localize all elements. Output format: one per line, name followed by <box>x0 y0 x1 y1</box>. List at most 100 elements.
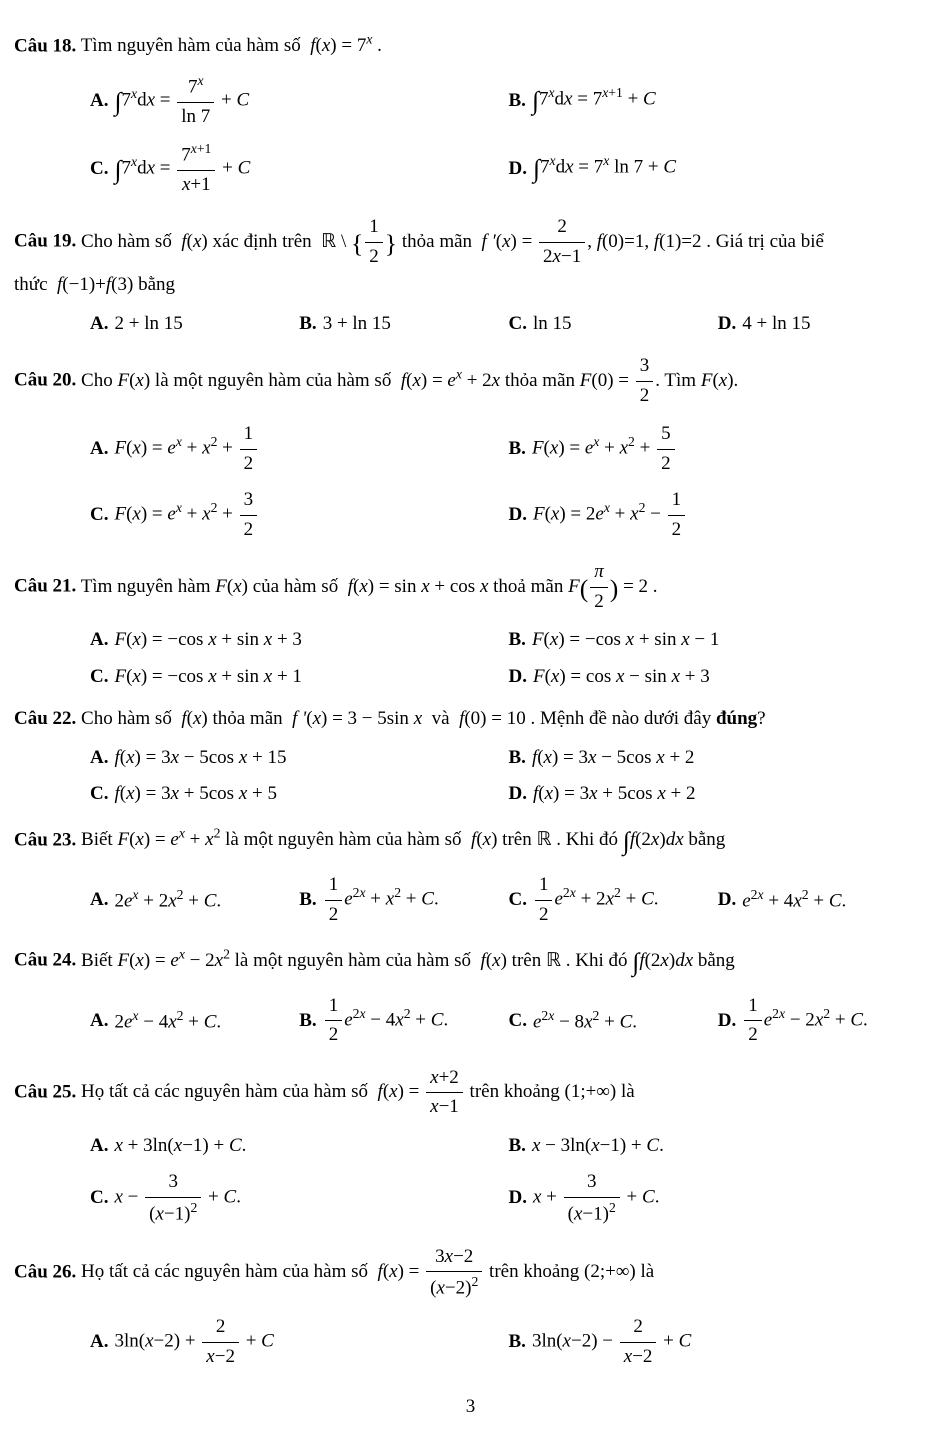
answer-option[interactable]: B.12e2x + x2 + C. <box>299 867 508 933</box>
option-tag: B. <box>509 435 526 464</box>
option-tag: A. <box>90 1132 108 1161</box>
question-text: Cho hàm số f(x) thỏa mãn f '(x) = 3 − 5s… <box>76 708 765 729</box>
answer-option[interactable]: A.F(x) = −cos x + sin x + 3 <box>90 622 509 659</box>
option-body: F(x) = ex + x2 + 12 <box>114 420 259 478</box>
option-tag: A. <box>90 626 108 655</box>
option-tag: D. <box>509 155 527 184</box>
question-prompt: Câu 18. Tìm nguyên hàm của hàm số f(x) =… <box>14 30 927 61</box>
option-list: A.F(x) = ex + x2 + 12B.F(x) = ex + x2 + … <box>90 416 927 548</box>
option-tag: C. <box>509 1007 527 1036</box>
answer-option[interactable]: C.x − 3(x−1)2 + C. <box>90 1164 509 1232</box>
answer-option[interactable]: C.F(x) = ex + x2 + 32 <box>90 482 509 548</box>
option-tag: B. <box>509 1328 526 1357</box>
answer-option[interactable]: D.f(x) = 3x + 5cos x + 2 <box>509 776 928 813</box>
answer-option[interactable]: A.f(x) = 3x − 5cos x + 15 <box>90 740 509 777</box>
option-list: A.2ex + 2x2 + C.B.12e2x + x2 + C.C.12e2x… <box>90 867 927 933</box>
question: Câu 22. Cho hàm số f(x) thỏa mãn f '(x) … <box>14 705 927 734</box>
option-tag: A. <box>90 744 108 773</box>
answer-option[interactable]: B.3ln(x−2) − 2x−2 + C <box>509 1309 928 1375</box>
question-text: Cho F(x) là một nguyên hàm của hàm số f(… <box>76 370 738 391</box>
option-list: A.3ln(x−2) + 2x−2 + CB.3ln(x−2) − 2x−2 +… <box>90 1309 927 1375</box>
question: Câu 25. Họ tất cả các nguyên hàm của hàm… <box>14 1064 927 1122</box>
answer-option[interactable]: A.F(x) = ex + x2 + 12 <box>90 416 509 482</box>
answer-option[interactable]: D.e2x + 4x2 + C. <box>718 867 927 933</box>
option-list: A.f(x) = 3x − 5cos x + 15B.f(x) = 3x − 5… <box>90 740 927 813</box>
option-body: 2ex + 2x2 + C. <box>114 885 221 916</box>
answer-option[interactable]: A.x + 3ln(x−1) + C. <box>90 1128 509 1165</box>
question: Câu 20. Cho F(x) là một nguyên hàm của h… <box>14 352 927 410</box>
question-label: Câu 19. <box>14 231 76 252</box>
option-body: f(x) = 3x − 5cos x + 15 <box>114 744 286 773</box>
question-text: Họ tất cả các nguyên hàm của hàm số f(x)… <box>76 1081 634 1102</box>
question-label: Câu 23. <box>14 829 76 850</box>
answer-option[interactable]: B.∫7xdx = 7x+1 + C <box>509 67 928 135</box>
option-tag: A. <box>90 1328 108 1357</box>
answer-option[interactable]: B.F(x) = −cos x + sin x − 1 <box>509 622 928 659</box>
question-label: Câu 22. <box>14 708 76 729</box>
answer-option[interactable]: B.F(x) = ex + x2 + 52 <box>509 416 928 482</box>
option-body: f(x) = 3x + 5cos x + 2 <box>533 780 695 809</box>
question-label: Câu 18. <box>14 35 76 56</box>
option-body: x − 3ln(x−1) + C. <box>532 1132 664 1161</box>
option-body: e2x + 4x2 + C. <box>742 885 846 916</box>
answer-option[interactable]: B.12e2x − 4x2 + C. <box>299 988 508 1054</box>
option-tag: C. <box>90 501 108 530</box>
answer-option[interactable]: D.∫7xdx = 7x ln 7 + C <box>509 135 928 203</box>
answer-option[interactable]: A.2ex − 4x2 + C. <box>90 988 299 1054</box>
option-tag: A. <box>90 886 108 915</box>
question-prompt: Câu 22. Cho hàm số f(x) thỏa mãn f '(x) … <box>14 705 927 734</box>
page-number: 3 <box>14 1393 927 1422</box>
option-tag: A. <box>90 1007 108 1036</box>
option-body: F(x) = −cos x + sin x + 1 <box>114 663 301 692</box>
option-body: 2ex − 4x2 + C. <box>114 1006 221 1037</box>
option-body: f(x) = 3x + 5cos x + 5 <box>114 780 276 809</box>
answer-option[interactable]: A.∫7xdx = 7xln 7 + C <box>90 67 509 135</box>
option-list: A.F(x) = −cos x + sin x + 3B.F(x) = −cos… <box>90 622 927 695</box>
option-tag: D. <box>718 886 736 915</box>
option-tag: B. <box>509 744 526 773</box>
answer-option[interactable]: D.12e2x − 2x2 + C. <box>718 988 927 1054</box>
option-list: A.x + 3ln(x−1) + C.B.x − 3ln(x−1) + C.C.… <box>90 1128 927 1233</box>
answer-option[interactable]: A.2 + ln 15 <box>90 306 299 343</box>
answer-option[interactable]: D.x + 3(x−1)2 + C. <box>509 1164 928 1232</box>
question-label: Câu 20. <box>14 370 76 391</box>
question: Câu 23. Biết F(x) = ex + x2 là một nguyê… <box>14 823 927 861</box>
question-text: Họ tất cả các nguyên hàm của hàm số f(x)… <box>76 1261 654 1282</box>
answer-option[interactable]: B.f(x) = 3x − 5cos x + 2 <box>509 740 928 777</box>
answer-option[interactable]: A.3ln(x−2) + 2x−2 + C <box>90 1309 509 1375</box>
option-body: 12e2x + x2 + C. <box>323 871 439 929</box>
question-text: Biết F(x) = ex + x2 là một nguyên hàm củ… <box>76 829 725 850</box>
option-tag: A. <box>90 87 108 116</box>
option-body: F(x) = −cos x + sin x − 1 <box>532 626 719 655</box>
option-list: A.2 + ln 15B.3 + ln 15C.ln 15D.4 + ln 15 <box>90 306 927 343</box>
answer-option[interactable]: A.2ex + 2x2 + C. <box>90 867 299 933</box>
answer-option[interactable]: B.x − 3ln(x−1) + C. <box>509 1128 928 1165</box>
answer-option[interactable]: C.12e2x + 2x2 + C. <box>509 867 718 933</box>
question: Câu 21. Tìm nguyên hàm F(x) của hàm số f… <box>14 558 927 616</box>
option-list: A.2ex − 4x2 + C.B.12e2x − 4x2 + C.C.e2x … <box>90 988 927 1054</box>
answer-option[interactable]: C.e2x − 8x2 + C. <box>509 988 718 1054</box>
answer-option[interactable]: C.F(x) = −cos x + sin x + 1 <box>90 659 509 696</box>
option-body: 3ln(x−2) − 2x−2 + C <box>532 1313 691 1371</box>
option-tag: C. <box>509 886 527 915</box>
option-body: ∫7xdx = 7x+1x+1 + C <box>114 139 250 199</box>
answer-option[interactable]: C.f(x) = 3x + 5cos x + 5 <box>90 776 509 813</box>
option-body: x + 3(x−1)2 + C. <box>533 1168 659 1228</box>
option-tag: B. <box>509 626 526 655</box>
question: Câu 19. Cho hàm số f(x) xác định trên ℝ … <box>14 213 927 300</box>
option-body: F(x) = −cos x + sin x + 3 <box>114 626 301 655</box>
option-body: f(x) = 3x − 5cos x + 2 <box>532 744 694 773</box>
answer-option[interactable]: B.3 + ln 15 <box>299 306 508 343</box>
question-prompt: Câu 19. Cho hàm số f(x) xác định trên ℝ … <box>14 213 927 271</box>
answer-option[interactable]: D.F(x) = 2ex + x2 − 12 <box>509 482 928 548</box>
option-tag: B. <box>299 886 316 915</box>
answer-option[interactable]: C.ln 15 <box>509 306 718 343</box>
option-body: x + 3ln(x−1) + C. <box>114 1132 246 1161</box>
question: Câu 26. Họ tất cả các nguyên hàm của hàm… <box>14 1243 927 1303</box>
question-prompt: Câu 21. Tìm nguyên hàm F(x) của hàm số f… <box>14 558 927 616</box>
option-tag: A. <box>90 310 108 339</box>
answer-option[interactable]: C.∫7xdx = 7x+1x+1 + C <box>90 135 509 203</box>
question-prompt: Câu 25. Họ tất cả các nguyên hàm của hàm… <box>14 1064 927 1122</box>
answer-option[interactable]: D.F(x) = cos x − sin x + 3 <box>509 659 928 696</box>
answer-option[interactable]: D.4 + ln 15 <box>718 306 927 343</box>
